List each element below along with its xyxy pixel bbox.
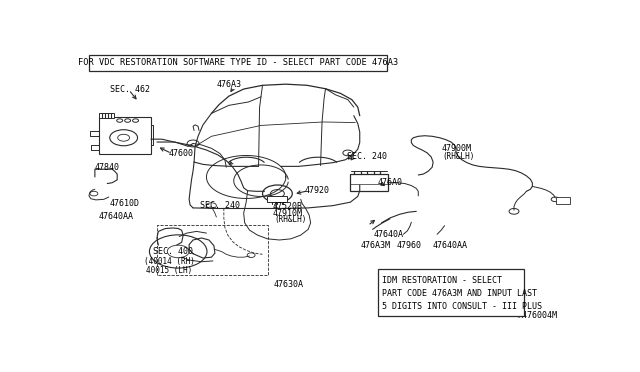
Text: 47900M: 47900M xyxy=(441,144,471,153)
Bar xyxy=(99,117,151,154)
Text: SEC. 462: SEC. 462 xyxy=(110,84,150,93)
Text: 47630A: 47630A xyxy=(273,280,303,289)
Bar xyxy=(89,55,387,71)
Text: 47600: 47600 xyxy=(168,149,193,158)
Text: 40015 (LH): 40015 (LH) xyxy=(147,266,193,275)
Text: SEC. 240: SEC. 240 xyxy=(347,152,387,161)
Text: 47520B: 47520B xyxy=(273,202,303,211)
Text: 5 DIGITS INTO CONSULT - III PLUS: 5 DIGITS INTO CONSULT - III PLUS xyxy=(381,302,541,311)
Text: (RH&LH): (RH&LH) xyxy=(442,152,474,161)
Text: 47610D: 47610D xyxy=(110,199,140,208)
Bar xyxy=(378,269,524,316)
Text: SEC. 400: SEC. 400 xyxy=(154,247,193,256)
Text: 47840: 47840 xyxy=(95,163,120,172)
Text: SEC. 240: SEC. 240 xyxy=(200,201,240,209)
Text: 47960: 47960 xyxy=(396,241,422,250)
Text: (RH&LH): (RH&LH) xyxy=(275,215,307,224)
Bar xyxy=(556,197,570,203)
Text: 47640AA: 47640AA xyxy=(432,241,467,250)
Text: 47640A: 47640A xyxy=(374,230,404,239)
Bar xyxy=(350,174,388,191)
Text: 476A3M: 476A3M xyxy=(360,241,390,250)
Text: PART CODE 476A3M AND INPUT LAST: PART CODE 476A3M AND INPUT LAST xyxy=(381,289,536,298)
Text: 476A0: 476A0 xyxy=(378,178,403,187)
Text: 476A3: 476A3 xyxy=(216,80,241,89)
Text: (40014 (RH): (40014 (RH) xyxy=(145,257,195,266)
Text: 47640AA: 47640AA xyxy=(99,212,134,221)
Text: 47920: 47920 xyxy=(304,186,329,195)
Text: 47910M: 47910M xyxy=(273,209,303,218)
Text: IDM RESTORATION - SELECT: IDM RESTORATION - SELECT xyxy=(381,276,502,285)
Bar xyxy=(99,112,114,118)
Text: FOR VDC RESTORATION SOFTWARE TYPE ID - SELECT PART CODE 476A3: FOR VDC RESTORATION SOFTWARE TYPE ID - S… xyxy=(77,58,398,67)
Bar xyxy=(268,196,287,202)
Text: R476004M: R476004M xyxy=(517,311,557,320)
